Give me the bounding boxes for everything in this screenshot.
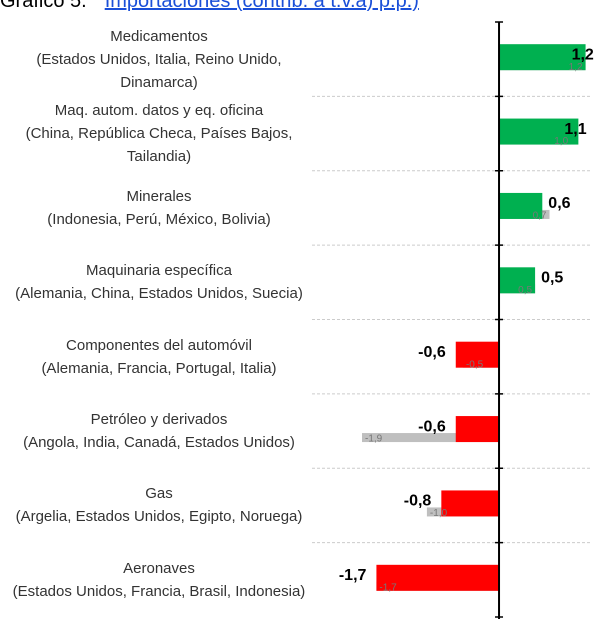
value-label: -0,8 — [404, 493, 432, 510]
previous-value-label: 1,2 — [569, 62, 583, 73]
previous-value-label: 0,7 — [533, 211, 547, 222]
category-label: Componentes del automóvil (Alemania, Fran… — [0, 334, 318, 380]
previous-value-label: -1,7 — [379, 582, 397, 593]
bar — [499, 44, 586, 71]
category-label: Gas (Argelia, Estados Unidos, Egipto, Nor… — [0, 482, 318, 528]
category-name: Gas — [145, 485, 173, 503]
category-name: Minerales — [126, 187, 192, 205]
category-countries: (Estados Unidos, Italia, Reino Unido, Di… — [36, 50, 282, 91]
chart-subtitle: Importaciones (contrib. a t.v.a) p.p.) — [104, 0, 419, 12]
category-name: Maquinaria específica — [86, 262, 232, 280]
previous-value-label: 0,5 — [518, 285, 532, 296]
category-countries: (Alemania, China, Estados Unidos, Suecia… — [15, 285, 303, 303]
category-name: Aeronaves — [123, 559, 195, 577]
value-label: 0,6 — [548, 195, 570, 212]
value-label: 1,1 — [564, 121, 586, 138]
category-countries: (Indonesia, Perú, México, Bolivia) — [47, 210, 271, 228]
bar — [499, 267, 536, 294]
category-label: Aeronaves (Estados Unidos, Francia, Brasi… — [0, 557, 318, 603]
bar — [499, 192, 543, 219]
bar — [376, 564, 500, 591]
previous-value-label: -0,5 — [466, 359, 484, 370]
previous-bar — [362, 433, 500, 443]
category-label: Maquinaria específica (Alemania, China, E… — [0, 259, 318, 305]
category-name: Maq. autom. datos y eq. oficina — [54, 102, 264, 120]
category-label: Medicamentos (Estados Unidos, Italia, Rei… — [0, 25, 318, 94]
bar — [455, 341, 500, 368]
header: Gráfico 5. Importaciones (contrib. a t.v.… — [0, 0, 419, 13]
category-countries: (Argelia, Estados Unidos, Egipto, Norueg… — [15, 508, 303, 526]
category-name: Componentes del automóvil — [66, 336, 252, 354]
category-label: Maq. autom. datos y eq. oficina (China, R… — [0, 99, 318, 168]
category-countries: (China, República Checa, Países Bajos, T… — [25, 125, 293, 166]
category-countries: (Alemania, Francia, Portugal, Italia) — [41, 359, 277, 377]
bar — [499, 118, 579, 145]
bar — [441, 490, 500, 517]
previous-value-label: 1,0 — [554, 136, 568, 147]
previous-value-label: -1,0 — [430, 508, 448, 519]
value-label: -1,7 — [339, 567, 367, 584]
value-label: 1,2 — [572, 46, 594, 63]
chart-title: Gráfico 5. — [0, 0, 87, 12]
category-countries: (Angola, India, Canadá, Estados Unidos) — [23, 434, 295, 452]
category-name: Petróleo y derivados — [90, 411, 228, 429]
category-name: Medicamentos — [110, 27, 208, 45]
category-label: Petróleo y derivados (Angola, India, Cana… — [0, 408, 318, 454]
value-label: -0,6 — [418, 418, 446, 435]
previous-value-label: -1,9 — [365, 434, 383, 445]
value-label: 0,5 — [541, 270, 563, 287]
bar — [455, 416, 500, 443]
category-countries: (Estados Unidos, Francia, Brasil, Indone… — [12, 582, 306, 600]
category-label: Minerales (Indonesia, Perú, México, Boliv… — [0, 185, 318, 231]
value-label: -0,6 — [418, 344, 446, 361]
